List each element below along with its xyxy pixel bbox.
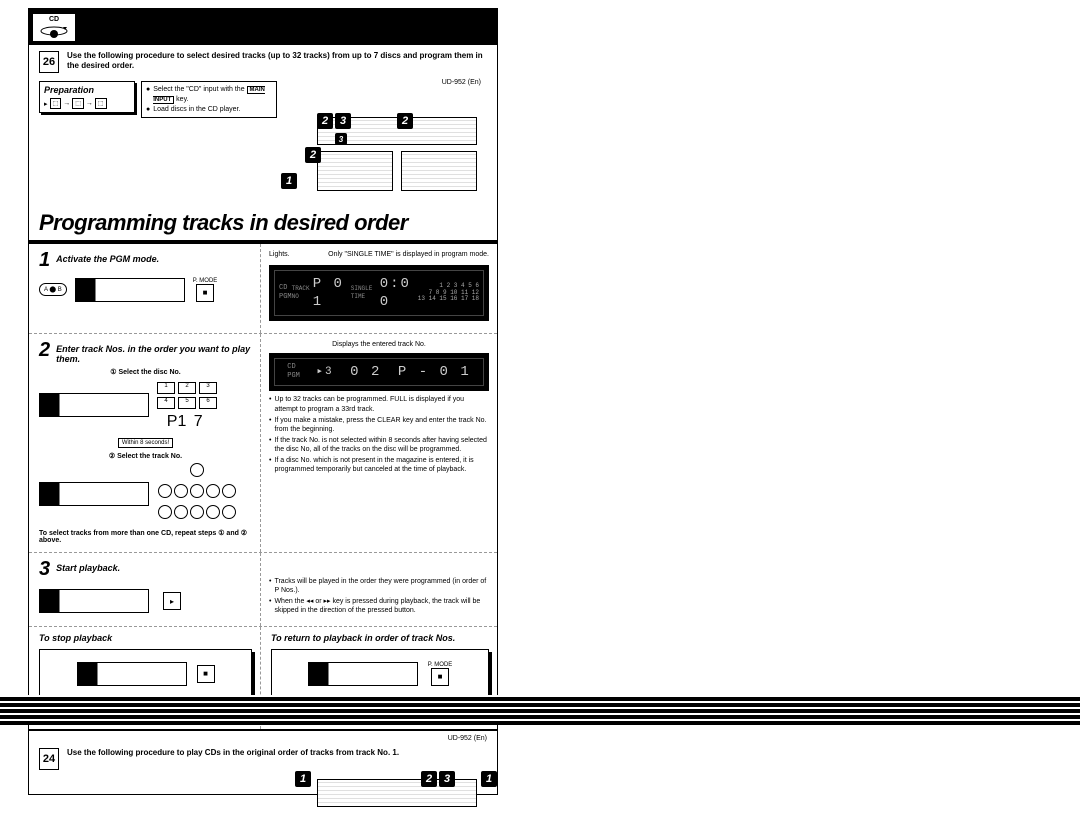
track-grid: 1 2 3 4 5 6 7 8 9 10 11 12 13 14 15 16 1… <box>418 283 479 303</box>
step-1: 1 Activate the PGM mode. A ⬤ B P. MODE■ … <box>29 244 497 334</box>
model-number-2: UD-952 (En) <box>29 731 497 742</box>
play-key: ▸ <box>163 592 181 610</box>
note-2-3: If a disc No. which is not present in th… <box>269 456 489 474</box>
note-2-1: If you make a mistake, press the CLEAR k… <box>269 416 489 434</box>
preparation-list: ●Select the "CD" input with the MAIN INP… <box>141 81 277 118</box>
return-frame: P. MODE■ <box>271 649 489 699</box>
p2-badge-3: 3 <box>439 771 455 787</box>
remote-step2b <box>39 482 149 506</box>
step-3-num: 3 <box>39 559 50 579</box>
note-2-0: Up to 32 tracks can be programmed. FULL … <box>269 395 489 413</box>
remote-return <box>308 662 418 686</box>
equipment-diagram-2: 1 2 3 1 <box>287 771 487 821</box>
step-2-num: 2 <box>39 340 50 360</box>
equipment-diagram: 2 3 2 1 2 3 <box>287 117 487 197</box>
return-title: To return to playback in order of track … <box>271 633 489 643</box>
step2-sub1: ① Select the disc No. <box>39 368 252 376</box>
remote-stop <box>77 662 187 686</box>
singletime-annotation: Only "SINGLE TIME" is displayed in progr… <box>328 250 489 259</box>
step-2: 2 Enter track Nos. in the order you want… <box>29 334 497 553</box>
stop-key: ■ <box>197 665 215 683</box>
page-number: 26 <box>39 51 59 73</box>
p2-badge-1: 1 <box>295 771 311 787</box>
preparation-title: Preparation <box>44 85 130 95</box>
preparation-icons: ▸⬚→⬚→⬚ <box>44 98 130 109</box>
scan-divider <box>0 695 1080 725</box>
manual-page-26: CD UD-952 (En) 26 Use the following proc… <box>28 8 498 730</box>
intro-text: Use the following procedure to select de… <box>67 51 487 73</box>
remote-step3 <box>39 589 149 613</box>
display-track-1: P 0 1 <box>313 275 351 311</box>
prep-item-2: Load discs in the CD player. <box>153 105 240 114</box>
step3-notes: Tracks will be played in the order they … <box>269 577 489 615</box>
cd-label: CD <box>49 16 59 23</box>
intro-row: 26 Use the following procedure to select… <box>29 45 497 77</box>
note-3-0: Tracks will be played in the order they … <box>269 577 489 595</box>
page-number-2: 24 <box>39 748 59 770</box>
manual-page-24-fragment: UD-952 (En) 24 Use the following procedu… <box>28 730 498 795</box>
note-3-1: When the ◂◂ or ▸▸ key is pressed during … <box>269 597 489 615</box>
preparation-box: Preparation ▸⬚→⬚→⬚ <box>39 81 135 113</box>
pmode-indicator: P. MODE■ <box>193 278 218 302</box>
cd-icon: CD <box>33 14 75 41</box>
display-annotation-2: Displays the entered track No. <box>269 340 489 349</box>
disc-button-grid: 123 456 <box>157 382 217 409</box>
lights-annotation: Lights. <box>269 250 290 259</box>
remote-step1 <box>75 278 185 302</box>
stop-frame: ■ <box>39 649 252 699</box>
display-step1: CDPGM TRACK NO P 0 1 SINGLE TIME 0:0 0 1… <box>269 265 489 321</box>
disc-a-indicator: A ⬤ B <box>39 283 67 296</box>
p2-badge-4: 1 <box>481 771 497 787</box>
within-8s: Within 8 seconds! <box>118 438 173 448</box>
display-time-1: 0:0 0 <box>380 275 418 311</box>
step2-notes: Up to 32 tracks can be programmed. FULL … <box>269 395 489 474</box>
preparation-row: Preparation ▸⬚→⬚→⬚ ●Select the "CD" inpu… <box>29 77 497 122</box>
model-number: UD-952 (En) <box>442 79 481 86</box>
badge-3b: 3 <box>335 133 347 145</box>
step2-sub2: ② Select the track No. <box>39 452 252 460</box>
display-step2: CDPGM ▸3 0 2 P - 0 1 <box>269 353 489 391</box>
p2-badge-2: 2 <box>421 771 437 787</box>
badge-2b: 2 <box>397 113 413 129</box>
badge-1: 1 <box>281 173 297 189</box>
badge-2c: 2 <box>305 147 321 163</box>
track-circle-buttons <box>157 462 237 525</box>
stop-title: To stop playback <box>39 633 252 643</box>
step-3: 3 Start playback. ▸ Tracks will be playe… <box>29 553 497 626</box>
cd-section-header: CD <box>29 9 497 45</box>
badge-2a: 2 <box>317 113 333 129</box>
step-3-title: Start playback. <box>56 559 120 573</box>
disp2-prog: P - 0 1 <box>398 363 471 381</box>
step-2-title: Enter track Nos. in the order you want t… <box>56 340 252 364</box>
prep-item-1: Select the "CD" input with the <box>153 86 244 93</box>
remote-step2a <box>39 393 149 417</box>
main-title: Programming tracks in desired order <box>29 208 497 244</box>
disp2-track: 0 2 <box>350 363 381 381</box>
step-1-num: 1 <box>39 250 50 270</box>
repeat-note: To select tracks from more than one CD, … <box>39 529 252 544</box>
disp2-disc: 3 <box>325 366 334 378</box>
badge-3a: 3 <box>335 113 351 129</box>
step-1-title: Activate the PGM mode. <box>56 250 159 264</box>
intro-text-2: Use the following procedure to play CDs … <box>67 748 399 770</box>
pmode-return: P. MODE■ <box>428 662 453 686</box>
note-2-2: If the track No. is not selected within … <box>269 436 489 454</box>
